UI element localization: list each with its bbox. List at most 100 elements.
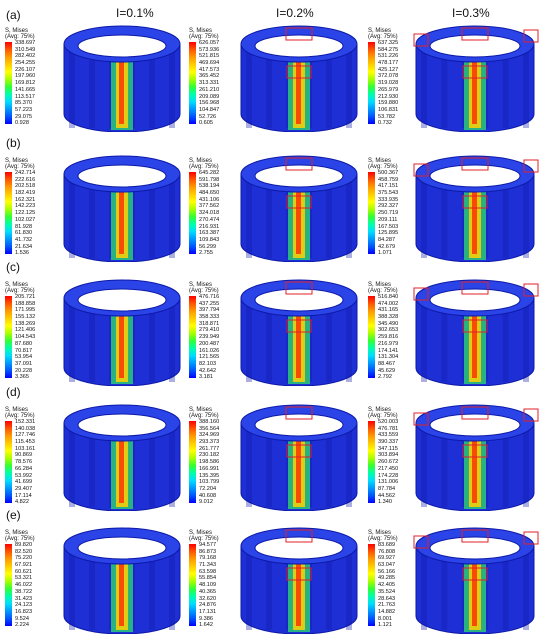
- highlight-box: [461, 529, 489, 543]
- legend-value: 125.895: [378, 230, 399, 237]
- legend-value: 155.132: [15, 314, 36, 321]
- legend-value: 516.840: [378, 294, 399, 300]
- legend-value: 637.325: [378, 40, 399, 46]
- legend-title: S, Mises: [189, 28, 213, 34]
- legend-value: 319.028: [378, 80, 399, 87]
- mesh-band: [149, 48, 155, 128]
- legend-value: 279.410: [199, 327, 220, 334]
- legend-value: 0.605: [199, 120, 213, 127]
- ring-inner-hole: [429, 34, 521, 58]
- legend-subtitle: (Avg: 75%): [368, 288, 398, 294]
- stress-legend: S, Mises (Avg: 75%) 476.716 437.255 397.794 3…: [189, 282, 241, 380]
- legend-subtitle: (Avg: 75%): [189, 288, 219, 294]
- legend-value: 397.794: [199, 307, 220, 314]
- legend-value: 152.331: [15, 419, 36, 425]
- legend-subtitle: (Avg: 75%): [368, 34, 398, 40]
- legend-value: 538.194: [199, 183, 220, 190]
- mesh-band: [421, 178, 427, 258]
- highlight-box: [285, 27, 313, 41]
- legend-subtitle: (Avg: 75%): [368, 536, 398, 542]
- stress-legend: S, Mises (Avg: 75%) 516.840 474.002 431.165 3…: [368, 282, 420, 380]
- legend-value: 76.808: [378, 548, 396, 555]
- legend-values: 152.331 140.038 127.746 115.453 103.161 90.86…: [15, 419, 36, 506]
- legend-value: 167.503: [378, 223, 399, 230]
- stress-legend: S, Mises (Avg: 75%) 94.577 86.873 79.168 71.3…: [189, 530, 241, 628]
- legend-value: 531.226: [378, 53, 399, 60]
- mesh-band: [266, 178, 272, 258]
- legend-value: 226.107: [15, 66, 36, 73]
- legend-value: 303.894: [378, 452, 399, 459]
- legend-color-bar: [368, 42, 375, 124]
- highlight-box: [286, 65, 312, 79]
- mesh-band: [346, 550, 352, 630]
- legend-value: 78.576: [15, 459, 33, 466]
- highlight-box: [462, 567, 488, 581]
- legend-value: 56.166: [378, 568, 396, 575]
- legend-value: 4.822: [15, 499, 29, 506]
- legend-value: 174.228: [378, 472, 399, 479]
- legend-value: 474.002: [378, 300, 399, 307]
- legend-value: 197.960: [15, 73, 36, 80]
- ring-inner-hole: [254, 34, 344, 58]
- legend-color-bar: [5, 42, 12, 124]
- legend-value: 87.784: [378, 485, 396, 492]
- ring-inner-hole: [254, 413, 344, 437]
- legend-value: 2.224: [15, 622, 29, 629]
- mesh-band: [69, 48, 75, 128]
- legend-color-bar: [5, 296, 12, 378]
- legend-values: 89.820 82.520 75.220 67.921 60.621 53.321 46.0…: [15, 542, 33, 629]
- stress-zone-hot: [472, 433, 477, 503]
- stress-legend: S, Mises (Avg: 75%) 242.714 222.616 202.518 1…: [5, 158, 57, 256]
- legend-value: 239.949: [199, 334, 220, 341]
- legend-value: 53.992: [15, 472, 33, 479]
- legend-value: 156.968: [199, 100, 220, 107]
- legend-value: 188.858: [15, 300, 36, 307]
- legend-value: 9.012: [199, 499, 213, 506]
- legend-title: S, Mises: [368, 28, 392, 34]
- legend-title: S, Mises: [189, 407, 213, 413]
- highlight-box: [285, 157, 313, 171]
- highlight-box: [461, 27, 489, 41]
- legend-value: 372.078: [378, 73, 399, 80]
- legend-value: 79.168: [199, 555, 217, 562]
- highlight-box: [285, 406, 313, 420]
- mesh-band: [246, 302, 252, 382]
- stress-zone-hot: [296, 433, 301, 503]
- legend-value: 75.220: [15, 555, 33, 562]
- ring-inner-hole: [429, 413, 521, 437]
- mesh-band: [502, 302, 509, 382]
- highlight-box: [286, 319, 312, 333]
- legend-value: 61.830: [15, 230, 33, 237]
- legend-values: 500.367 458.759 417.151 375.543 333.935 292.3…: [378, 170, 399, 257]
- legend-value: 53.321: [15, 575, 33, 582]
- fe-ring-model: [240, 25, 358, 132]
- legend-value: 1.121: [378, 622, 392, 629]
- legend-subtitle: (Avg: 75%): [189, 413, 219, 419]
- stress-legend: S, Mises (Avg: 75%) 520.003 476.781 433.559 3…: [368, 407, 420, 505]
- mesh-band: [441, 550, 448, 630]
- mesh-band: [69, 178, 75, 258]
- mesh-band: [441, 427, 448, 507]
- legend-value: 85.370: [15, 100, 33, 107]
- stress-zone-hot: [119, 308, 124, 378]
- legend-title: S, Mises: [5, 530, 29, 536]
- mesh-band: [326, 550, 332, 630]
- legend-value: 81.928: [15, 223, 33, 230]
- legend-value: 20.228: [15, 367, 33, 374]
- legend-value: 115.453: [15, 439, 35, 446]
- legend-value: 121.406: [15, 327, 36, 334]
- legend-value: 45.629: [378, 367, 396, 374]
- legend-value: 41.699: [15, 479, 33, 486]
- legend-value: 24.876: [199, 602, 217, 609]
- legend-value: 484.650: [199, 190, 220, 197]
- fe-ring-model: [413, 155, 539, 262]
- stress-zone-hot: [119, 556, 124, 626]
- mesh-band: [266, 427, 272, 507]
- mesh-band: [169, 550, 175, 630]
- mesh-band: [246, 550, 252, 630]
- legend-value: 17.114: [15, 492, 32, 499]
- legend-value: 200.487: [199, 340, 220, 347]
- legend-subtitle: (Avg: 75%): [189, 34, 219, 40]
- fe-ring-model: [63, 25, 181, 132]
- stress-zone-hot: [472, 556, 477, 626]
